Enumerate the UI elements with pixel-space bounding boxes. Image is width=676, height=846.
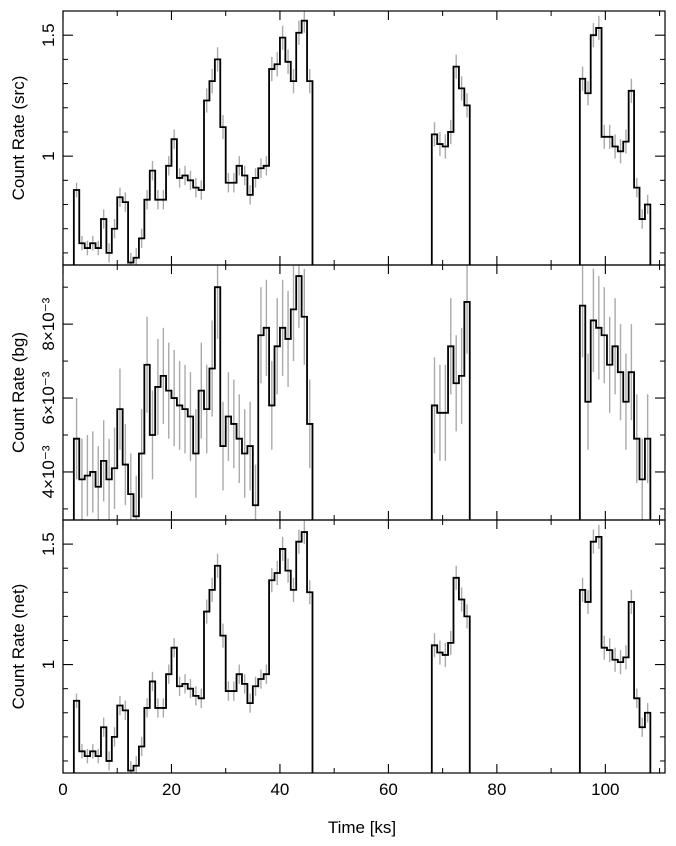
panel-bg: 4×10⁻³ 6×10⁻³ 8×10⁻³ Count Rate (bg): [9, 264, 666, 521]
light-curve-step-net-2: [578, 535, 652, 773]
y-tick-label-bg: 6×10⁻³: [39, 371, 58, 424]
x-tick-label: 80: [487, 780, 506, 799]
light-curve-step-src-2: [578, 27, 652, 265]
y-tick-label-net: 1.5: [39, 532, 58, 556]
y-tick-label-net: 1: [39, 660, 58, 669]
panel-net: 1 1.5 Count Rate (net): [9, 519, 666, 774]
light-curve-step-net-0: [72, 531, 314, 773]
panel-frame-bg: [62, 264, 666, 521]
light-curve-step-net-1: [430, 576, 471, 773]
x-tick-label: 100: [591, 780, 619, 799]
plot-area-bg: [72, 265, 652, 520]
light-curve-step-src-1: [430, 65, 471, 265]
light-curve-step-src-0: [72, 19, 314, 265]
plot-area-net: [72, 520, 652, 773]
light-curve-step-bg-1: [430, 301, 471, 520]
panel-src: 1 1.5 Count Rate (src): [9, 10, 666, 266]
light-curve-step-bg-0: [72, 275, 314, 520]
y-tick-label-src: 1: [39, 151, 58, 160]
x-tick-label: 20: [162, 780, 181, 799]
panel-frame-net: [62, 519, 666, 774]
x-axis-label: Time [ks]: [328, 818, 396, 837]
plot-area-src: [72, 11, 652, 265]
panel-frame-src: [62, 10, 666, 266]
y-tick-label-bg: 8×10⁻³: [39, 297, 58, 350]
y-axis-label-src: Count Rate (src): [9, 76, 28, 201]
y-tick-label-bg: 4×10⁻³: [39, 445, 58, 498]
light-curve-step-bg-2: [578, 304, 652, 520]
x-tick-label: 60: [379, 780, 398, 799]
y-axis-label-bg: Count Rate (bg): [9, 332, 28, 453]
y-tick-label-src: 1.5: [39, 23, 58, 47]
y-axis-label-net: Count Rate (net): [9, 584, 28, 710]
x-tick-label: 40: [270, 780, 289, 799]
x-tick-label: 0: [58, 780, 67, 799]
